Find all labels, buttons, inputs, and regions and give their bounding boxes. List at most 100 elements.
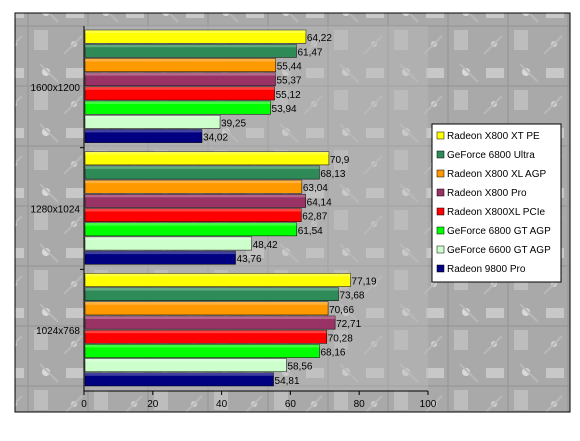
data-label: 72,71 [336, 319, 361, 330]
category-label: 1024x768 [36, 326, 80, 337]
data-label: 54,81 [275, 376, 300, 387]
bar [84, 43, 297, 58]
bar-highlight [85, 236, 252, 240]
bar [84, 315, 336, 330]
bar [84, 273, 351, 287]
bar [84, 179, 303, 194]
bar [84, 114, 221, 129]
data-label: 73,68 [339, 291, 364, 302]
bar-highlight [85, 301, 329, 305]
legend-swatch [436, 188, 445, 197]
bar [84, 329, 328, 344]
x-tick-label: 40 [216, 399, 228, 410]
bar [84, 29, 307, 44]
data-label: 62,87 [302, 212, 327, 223]
legend-label: Radeon 9800 Pro [447, 264, 526, 275]
x-tick-label: 0 [81, 399, 87, 410]
plot-area: 64,22 61,47 55,44 55,37 55,12 53,94 39,25 34,02… [31, 26, 437, 410]
data-label: 68,16 [320, 347, 345, 358]
bar [84, 344, 320, 358]
data-label: 70,28 [328, 333, 353, 344]
bar-highlight [85, 251, 236, 255]
data-label: 63,04 [303, 183, 328, 194]
bar-highlight [85, 180, 302, 184]
bar-highlight [85, 287, 339, 291]
bar-highlight [85, 151, 329, 155]
data-label: 55,12 [276, 90, 301, 101]
legend: Radeon X800 XT PE GeForce 6800 Ultra Radeo… [431, 123, 562, 283]
category-label: 1600x1200 [31, 83, 81, 94]
legend-label: Radeon X800XL PCIe [447, 207, 545, 218]
category-label: 1280x1024 [31, 205, 81, 216]
bar-highlight [85, 101, 271, 105]
legend-label: GeForce 6600 GT AGP [447, 245, 551, 256]
bar [84, 250, 236, 265]
legend-box [431, 123, 562, 283]
x-tick-label: 20 [147, 399, 159, 410]
legend-label: GeForce 6800 GT AGP [447, 226, 551, 237]
data-label: 58,56 [287, 362, 312, 373]
bar-highlight [85, 330, 327, 334]
bar [84, 86, 275, 101]
data-label: 43,76 [237, 254, 262, 265]
bar [84, 372, 274, 387]
bar-highlight [85, 194, 306, 198]
data-label: 70,9 [330, 155, 350, 166]
bar [84, 287, 339, 302]
legend-swatch [436, 169, 445, 178]
bar-highlight [85, 129, 203, 133]
legend-swatch [436, 264, 445, 273]
bar [84, 72, 276, 87]
legend-swatch [436, 150, 445, 159]
bar [84, 236, 252, 251]
data-label: 55,37 [276, 76, 301, 87]
data-label: 64,14 [307, 197, 332, 208]
bar-highlight [85, 358, 287, 362]
bar [84, 100, 271, 115]
bar-highlight [85, 208, 302, 212]
legend-swatch [436, 226, 445, 235]
data-label: 77,19 [352, 276, 377, 287]
legend-label: Radeon X800 Pro [447, 188, 527, 199]
bar [84, 58, 276, 72]
x-tick-label: 100 [420, 399, 437, 410]
data-label: 48,42 [253, 240, 278, 251]
data-label: 70,66 [329, 305, 354, 316]
bar [84, 129, 203, 143]
data-label: 61,54 [298, 226, 323, 237]
bar-highlight [85, 165, 320, 169]
bar-highlight [85, 273, 351, 277]
data-label: 34,02 [203, 133, 228, 144]
bar-highlight [85, 44, 297, 48]
data-label: 68,13 [320, 169, 345, 180]
bar-highlight [85, 344, 320, 348]
legend-swatch [436, 131, 445, 140]
bar-highlight [85, 372, 274, 376]
bar-highlight [85, 58, 276, 62]
bar-highlight [85, 30, 306, 34]
data-label: 53,94 [272, 104, 297, 115]
bar-highlight [85, 315, 336, 319]
legend-label: GeForce 6800 Ultra [447, 150, 535, 161]
data-label: 61,47 [297, 47, 322, 58]
data-label: 64,22 [307, 33, 332, 44]
data-label: 55,44 [277, 62, 302, 73]
bar-highlight [85, 86, 275, 90]
bar [84, 208, 302, 222]
bar-highlight [85, 72, 276, 76]
legend-label: Radeon X800 XL AGP [447, 169, 546, 180]
chart-border [14, 12, 571, 413]
bar [84, 194, 306, 208]
bar-highlight [85, 115, 221, 119]
x-tick-label: 80 [354, 399, 366, 410]
legend-label: Radeon X800 XT PE [447, 131, 540, 142]
x-tick-label: 60 [285, 399, 297, 410]
legend-swatch [436, 207, 445, 216]
data-label: 39,25 [221, 118, 246, 129]
bar-highlight [85, 222, 297, 226]
bar [84, 151, 330, 166]
bar [84, 165, 320, 180]
bar [84, 222, 297, 237]
